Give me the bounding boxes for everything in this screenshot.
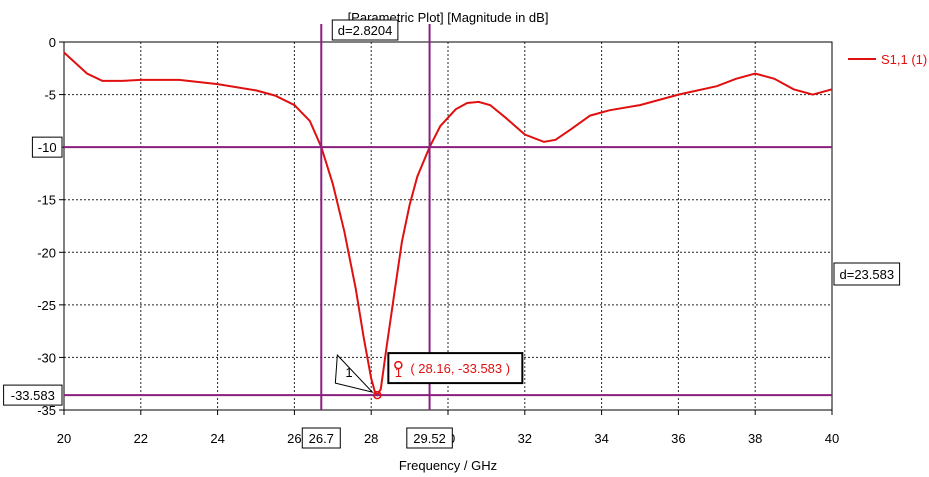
x-tick-label: 34 [594,431,608,446]
grid-layer [64,42,832,410]
marker-hline-label: -10 [31,136,63,158]
y-tick-label: -30 [37,350,56,365]
point-annotation-text: ( 28.16, -33.583 ) [410,361,510,376]
point-annotation-id: 1 [395,365,402,380]
label-text: 29.52 [413,431,446,446]
x-tick-label: 32 [518,431,532,446]
series-line-s11 [63,51,833,397]
label-box [301,427,341,449]
delta-x-label: d=2.8204 [331,19,399,41]
y-tick-label: -5 [44,88,56,103]
marker-lines [64,24,832,410]
min-point-marker [373,390,382,400]
point-annotation: 1 1 ( 28.16, -33.583 ) [334,352,524,400]
plot-frame [63,41,833,411]
x-axis-label: Frequency / GHz [399,458,497,473]
marker-hline-label: -33.583 [3,384,63,406]
x-tick-label: 22 [134,431,148,446]
y-tick-label: 0 [49,35,56,50]
label-box [3,384,63,406]
x-tick-label: 24 [210,431,224,446]
y-tick-label: -35 [37,403,56,418]
legend: S1,1 (1) [848,52,927,67]
marker-id-label: 1 [345,365,352,380]
marker-vline-label: 26.7 [301,427,341,449]
legend-entry-s11: S1,1 (1) [881,52,927,67]
point-annotation-icon [394,360,403,370]
marker-vline-label: 29.52 [406,427,453,449]
label-box [331,19,399,41]
y-tick-label: -20 [37,245,56,260]
x-tick-label: 36 [671,431,685,446]
delta-y-label: d=23.583 [833,262,901,286]
y-axis-ticks: 0 -5 -10 -15 -20 -25 -30 -35 [37,35,64,418]
y-tick-label: -25 [37,298,56,313]
label-box [31,136,63,158]
label-text: -10 [38,140,57,155]
point-annotation-box [387,352,524,385]
x-tick-label: 28 [364,431,378,446]
label-text: d=23.583 [840,267,895,282]
label-text: 26.7 [309,431,334,446]
y-tick-label: -15 [37,193,56,208]
label-text: -33.583 [11,388,55,403]
x-tick-label: 38 [748,431,762,446]
marker-pointer-triangle [334,353,374,393]
label-box [406,427,453,449]
x-tick-label: 20 [57,431,71,446]
x-tick-label: 26 [287,431,301,446]
marker-labels: -10 -33.583 26.7 29.52 d=2.8204 d=23.583 [3,19,901,449]
x-tick-label: 40 [825,431,839,446]
label-box [833,262,901,286]
label-text: d=2.8204 [338,23,393,38]
